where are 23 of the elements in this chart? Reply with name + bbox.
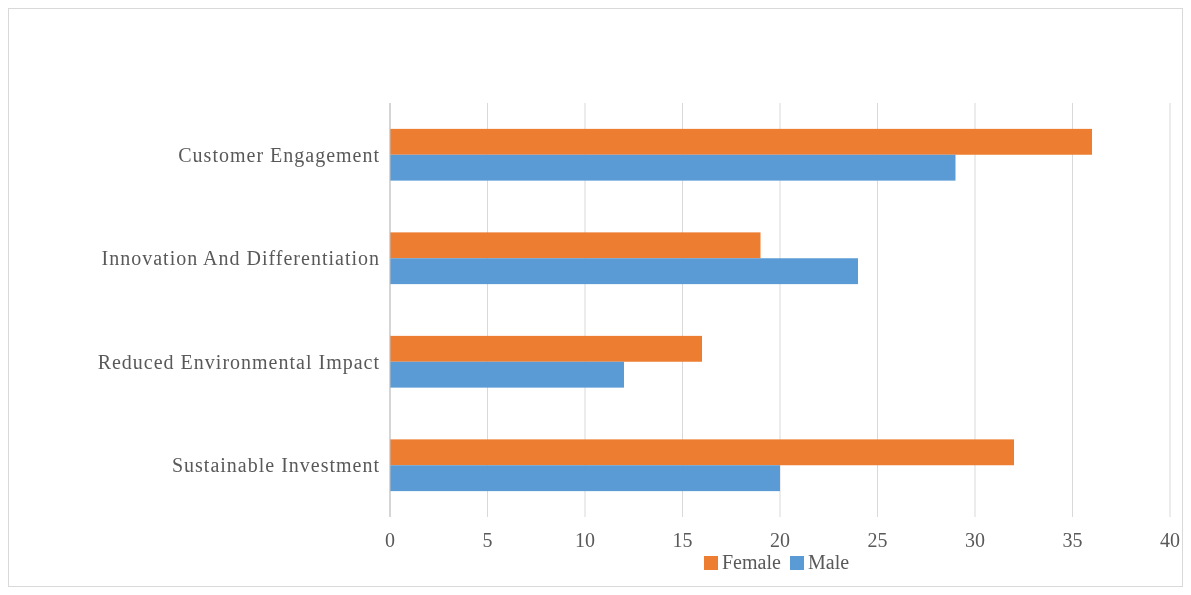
bar bbox=[390, 154, 956, 181]
x-tick-label: 35 bbox=[1062, 529, 1083, 551]
x-tick-label: 15 bbox=[672, 529, 693, 551]
x-tick-label: 10 bbox=[575, 529, 595, 551]
y-tick-label: Customer Engagement bbox=[178, 143, 380, 167]
bar bbox=[390, 439, 1014, 466]
x-tick-label: 5 bbox=[482, 529, 493, 551]
x-tick-label: 0 bbox=[385, 529, 395, 551]
bar bbox=[390, 258, 858, 285]
y-tick-label: Reduced Environmental Impact bbox=[97, 350, 380, 374]
bar bbox=[390, 232, 761, 259]
bar bbox=[390, 128, 1092, 155]
y-tick-label: Sustainable Investment bbox=[171, 454, 380, 477]
x-tick-label: 25 bbox=[867, 529, 888, 551]
legend-label: Male bbox=[808, 551, 850, 573]
x-tick-label: 30 bbox=[965, 529, 985, 551]
x-tick-label: 20 bbox=[770, 529, 790, 551]
bar bbox=[390, 335, 702, 362]
y-tick-label: Innovation And Differentiation bbox=[101, 247, 380, 270]
legend-label: Female bbox=[722, 551, 781, 573]
bar bbox=[390, 361, 624, 388]
x-tick-label: 40 bbox=[1160, 529, 1180, 551]
bar bbox=[390, 465, 780, 492]
